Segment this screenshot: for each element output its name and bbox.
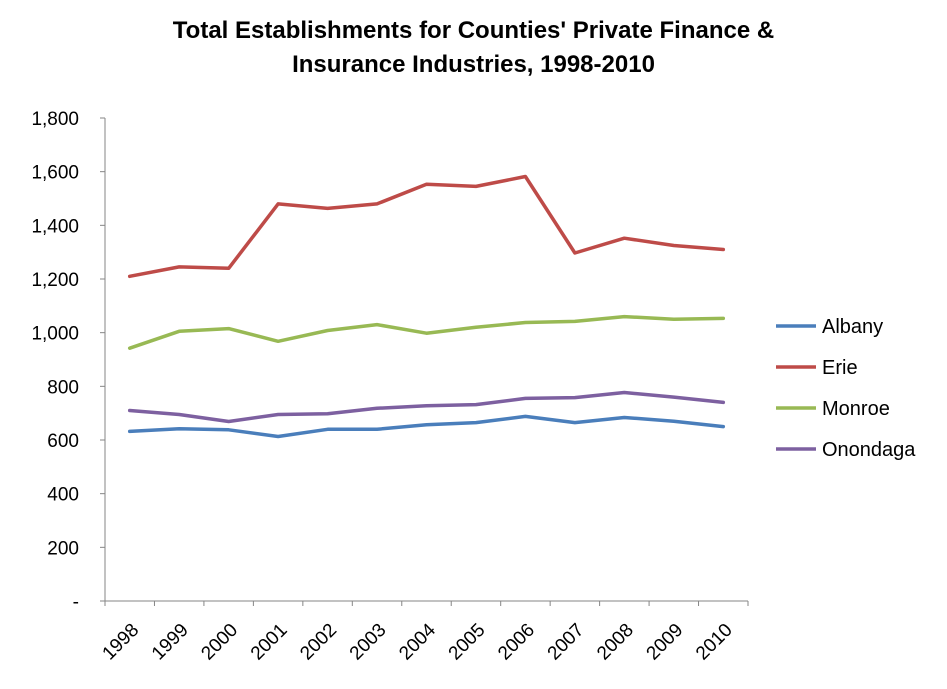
x-tick-label: 2005 — [445, 620, 490, 665]
x-tick-label: 2003 — [346, 620, 391, 665]
series-line-monroe — [127, 314, 726, 350]
y-tick-label: 400 — [47, 485, 79, 506]
y-tick-label: 1,200 — [31, 270, 79, 291]
x-axis-ticks: 1998 1999 2000 2001 2002 2003 2004 2005 2006 2007… — [99, 601, 749, 665]
chart-title-line-1: Total Establishments for Counties' Priva… — [172, 17, 775, 44]
x-tick-label: 2006 — [494, 620, 539, 665]
x-tick-label: 2004 — [395, 619, 440, 664]
y-tick-label: - — [73, 592, 79, 613]
legend-label-onondaga: Onondaga — [822, 439, 916, 461]
y-tick-label: 600 — [47, 431, 79, 452]
x-tick-label: 2000 — [197, 620, 242, 665]
series-line-onondaga — [127, 390, 726, 424]
x-tick-label: 2008 — [593, 620, 638, 665]
chart-title: Total Establishments for Counties' Priva… — [0, 14, 947, 82]
x-tick-label: 2009 — [643, 620, 688, 665]
y-axis-ticks: - 200 400 600 800 1,000 1,200 1,400 1,600 1,800 — [31, 109, 105, 613]
chart-title-line-2: Insurance Industries, 1998-2010 — [292, 51, 655, 78]
x-tick-label: 2002 — [296, 620, 341, 665]
series-line-erie — [127, 174, 726, 279]
axes — [104, 118, 748, 602]
x-tick-label: 1998 — [99, 620, 144, 665]
legend: Albany Erie Monroe Onondaga — [776, 316, 916, 461]
y-tick-label: 1,000 — [31, 324, 79, 345]
y-tick-label: 1,800 — [31, 109, 79, 130]
legend-label-erie: Erie — [822, 357, 858, 379]
y-tick-label: 800 — [47, 377, 79, 398]
y-tick-label: 1,600 — [31, 163, 79, 184]
legend-label-albany: Albany — [822, 316, 883, 338]
legend-label-monroe: Monroe — [822, 398, 890, 420]
x-tick-label: 2010 — [692, 620, 737, 665]
x-tick-label: 2001 — [247, 620, 292, 665]
y-tick-label: 200 — [47, 538, 79, 559]
series-lines — [127, 174, 726, 439]
x-tick-label: 2007 — [544, 620, 589, 665]
series-line-albany — [127, 414, 726, 439]
y-tick-label: 1,400 — [31, 216, 79, 237]
x-tick-label: 1999 — [148, 620, 193, 665]
